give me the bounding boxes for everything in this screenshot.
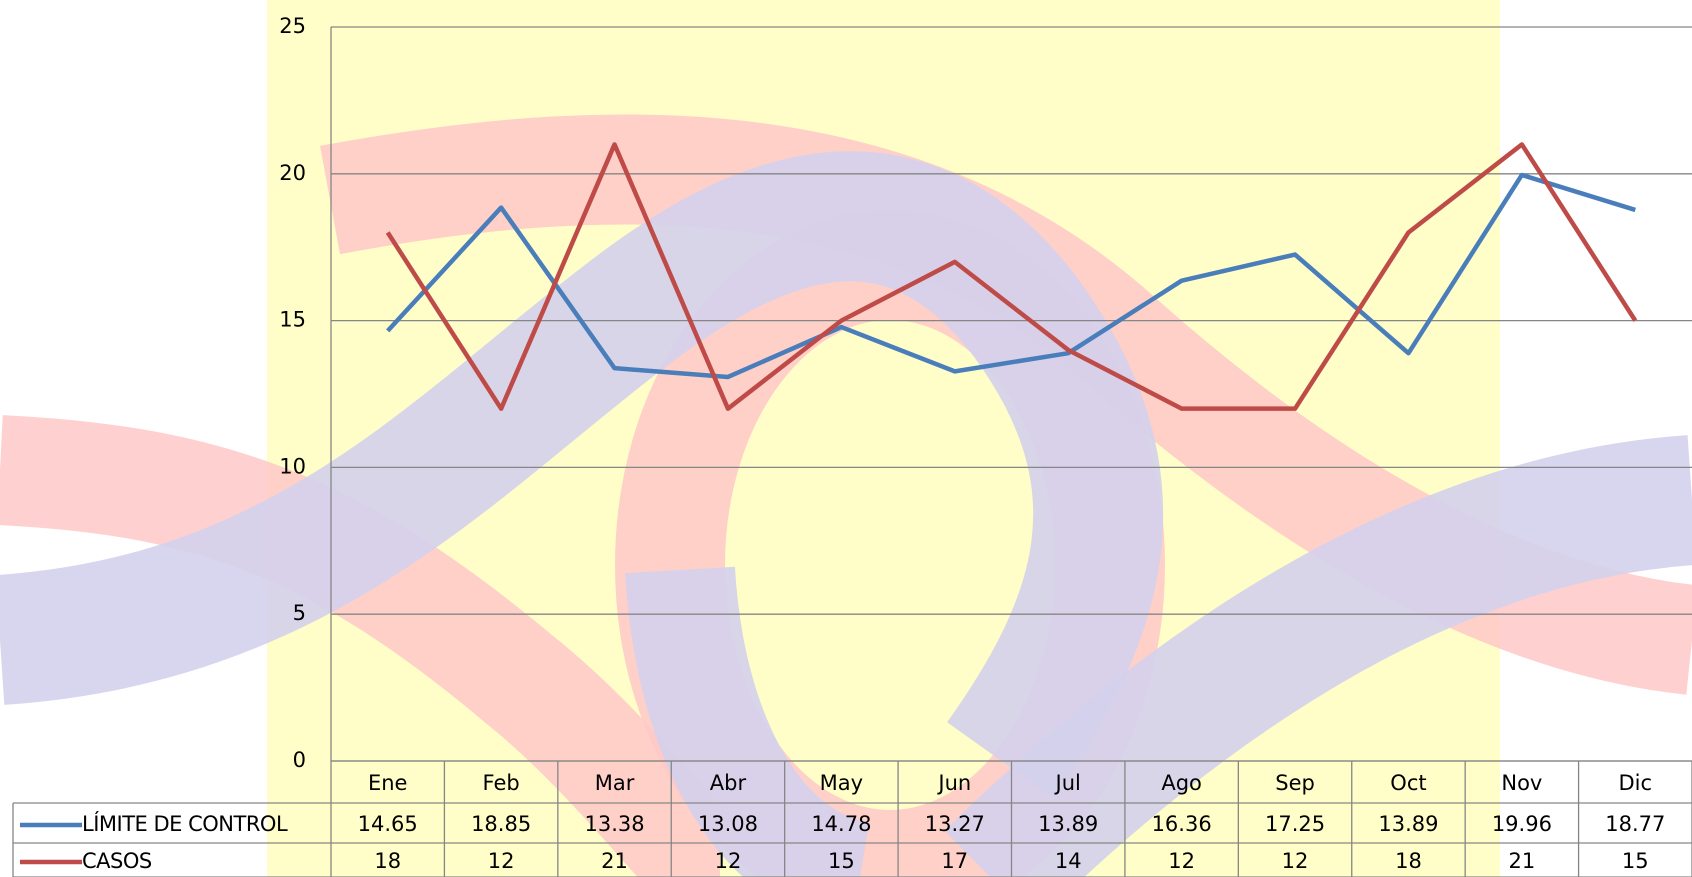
table-value: 12 [488, 849, 515, 873]
table-value: 18 [1395, 849, 1422, 873]
table-value: 14 [1055, 849, 1082, 873]
x-tick-label: Dic [1619, 771, 1653, 795]
x-tick-label: Sep [1275, 771, 1315, 795]
chart: 0 5 10 15 20 25 Ene Feb Mar Abr May Jun Jul Ago Sep Oct… [0, 0, 1692, 877]
table-value: 21 [601, 849, 628, 873]
y-tick-label: 20 [279, 161, 306, 185]
x-tick-label: Mar [595, 771, 635, 795]
table-value: 15 [828, 849, 855, 873]
table-value: 19.96 [1492, 812, 1552, 836]
x-tick-label: May [820, 771, 863, 795]
y-tick-label: 25 [279, 14, 306, 38]
table-value: 14.65 [358, 812, 418, 836]
x-tick-label: Jul [1054, 771, 1081, 795]
table-value: 15 [1622, 849, 1649, 873]
y-tick-label: 5 [293, 601, 306, 625]
table-value: 18 [374, 849, 401, 873]
table-value: 18.85 [471, 812, 531, 836]
table-value: 13.27 [925, 812, 985, 836]
table-value: 13.89 [1378, 812, 1438, 836]
table-value: 12 [1282, 849, 1309, 873]
table-value: 18.77 [1605, 812, 1665, 836]
x-tick-label: Jun [936, 771, 971, 795]
x-tick-label: Ene [368, 771, 408, 795]
table-value: 17 [941, 849, 968, 873]
table-value: 12 [715, 849, 742, 873]
y-tick-label: 15 [279, 308, 306, 332]
table-value: 16.36 [1152, 812, 1212, 836]
legend-label: CASOS [82, 849, 152, 873]
table-value: 13.08 [698, 812, 758, 836]
table-value: 13.38 [584, 812, 644, 836]
x-tick-label: Nov [1501, 771, 1542, 795]
table-value: 17.25 [1265, 812, 1325, 836]
legend-label: LÍMITE DE CONTROL [82, 811, 288, 836]
table-value: 14.78 [811, 812, 871, 836]
x-tick-label: Feb [483, 771, 520, 795]
y-tick-label: 0 [293, 748, 306, 772]
x-tick-label: Oct [1390, 771, 1426, 795]
table-value: 21 [1509, 849, 1536, 873]
background-decoration [0, 0, 1692, 877]
table-value: 12 [1168, 849, 1195, 873]
x-tick-label: Ago [1161, 771, 1202, 795]
x-tick-label: Abr [710, 771, 747, 795]
y-tick-label: 10 [279, 454, 306, 478]
table-value: 13.89 [1038, 812, 1098, 836]
